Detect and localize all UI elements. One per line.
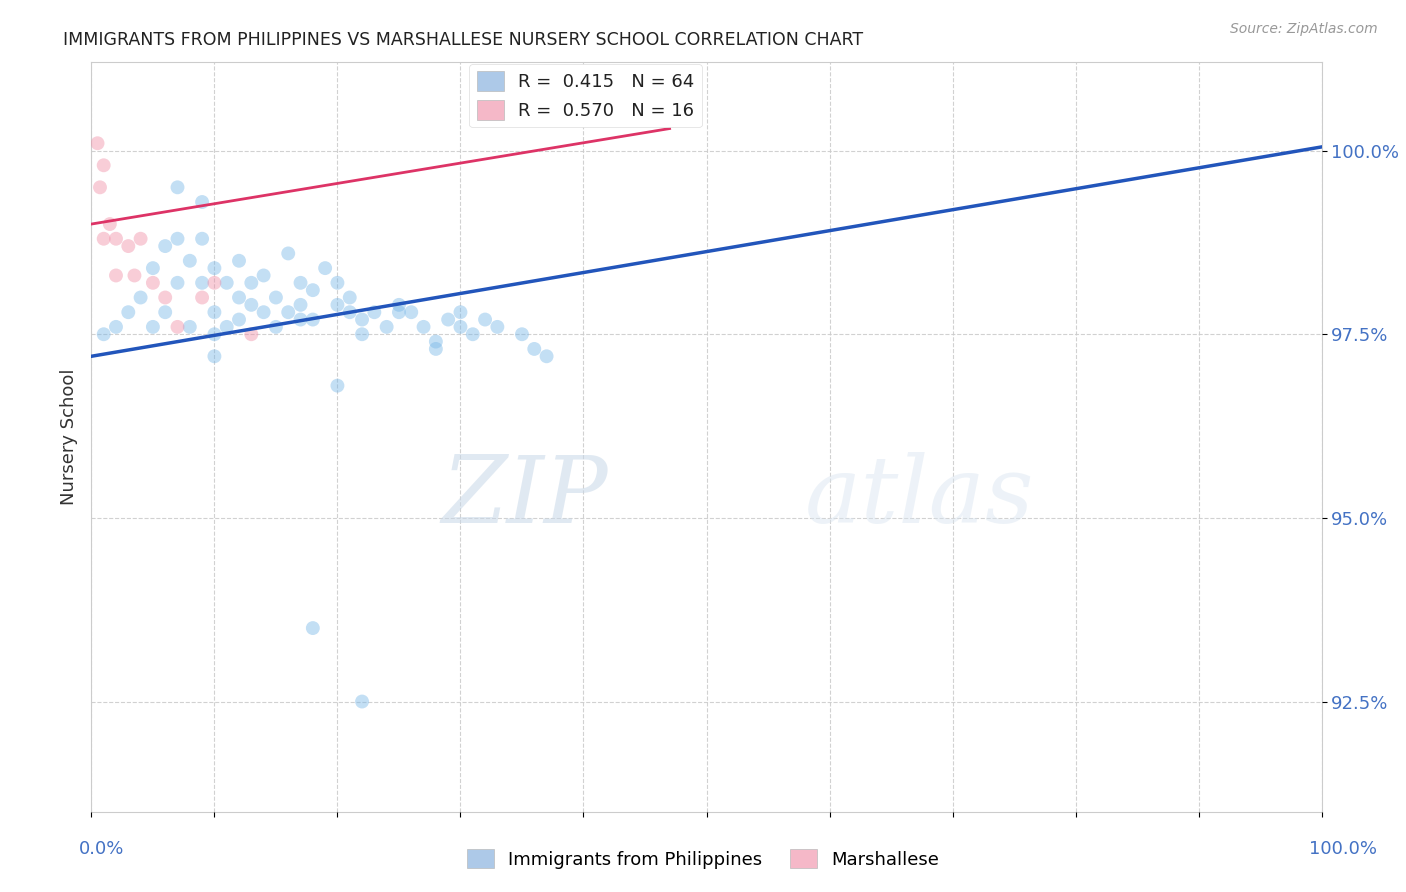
Point — [437, 312, 460, 326]
Point — [105, 268, 127, 283]
Point — [425, 334, 447, 349]
Point — [191, 194, 214, 209]
Point — [153, 239, 177, 253]
Point — [166, 276, 188, 290]
Point — [486, 319, 509, 334]
Point — [449, 319, 471, 334]
Point — [461, 327, 484, 342]
Point — [191, 276, 214, 290]
Point — [352, 694, 374, 708]
Point — [253, 305, 276, 319]
Point — [179, 253, 201, 268]
Point — [277, 246, 299, 260]
Point — [523, 342, 546, 356]
Point — [93, 158, 115, 172]
Text: atlas: atlas — [804, 452, 1035, 542]
Point — [105, 232, 127, 246]
Point — [129, 232, 152, 246]
Point — [240, 327, 263, 342]
Point — [339, 305, 361, 319]
Point — [228, 253, 250, 268]
Point — [474, 312, 496, 326]
Text: 100.0%: 100.0% — [1309, 840, 1376, 858]
Point — [202, 261, 225, 276]
Point — [202, 305, 225, 319]
Point — [399, 305, 422, 319]
Point — [202, 349, 225, 363]
Point — [326, 276, 349, 290]
Legend: Immigrants from Philippines, Marshallese: Immigrants from Philippines, Marshallese — [460, 842, 946, 876]
Point — [166, 180, 188, 194]
Text: IMMIGRANTS FROM PHILIPPINES VS MARSHALLESE NURSERY SCHOOL CORRELATION CHART: IMMIGRANTS FROM PHILIPPINES VS MARSHALLE… — [63, 31, 863, 49]
Point — [105, 319, 127, 334]
Point — [117, 239, 139, 253]
Point — [326, 378, 349, 392]
Point — [142, 276, 165, 290]
Point — [326, 298, 349, 312]
Point — [388, 298, 411, 312]
Point — [253, 268, 276, 283]
Point — [129, 291, 152, 305]
Point — [449, 305, 471, 319]
Point — [117, 305, 139, 319]
Point — [290, 298, 312, 312]
Point — [536, 349, 558, 363]
Point — [98, 217, 121, 231]
Point — [215, 276, 238, 290]
Point — [388, 305, 411, 319]
Point — [89, 180, 111, 194]
Point — [264, 291, 287, 305]
Point — [93, 327, 115, 342]
Point — [339, 291, 361, 305]
Point — [375, 319, 398, 334]
Point — [191, 291, 214, 305]
Point — [166, 319, 188, 334]
Point — [352, 327, 374, 342]
Point — [191, 232, 214, 246]
Point — [264, 319, 287, 334]
Point — [425, 342, 447, 356]
Point — [412, 319, 434, 334]
Point — [142, 261, 165, 276]
Point — [179, 319, 201, 334]
Point — [215, 319, 238, 334]
Point — [86, 136, 108, 151]
Point — [301, 283, 323, 297]
Point — [352, 312, 374, 326]
Point — [363, 305, 385, 319]
Point — [166, 232, 188, 246]
Point — [240, 276, 263, 290]
Point — [510, 327, 533, 342]
Point — [301, 621, 323, 635]
Text: 0.0%: 0.0% — [79, 840, 124, 858]
Point — [228, 291, 250, 305]
Point — [202, 327, 225, 342]
Point — [93, 232, 115, 246]
Point — [202, 276, 225, 290]
Point — [277, 305, 299, 319]
Legend: R =  0.415   N = 64, R =  0.570   N = 16: R = 0.415 N = 64, R = 0.570 N = 16 — [470, 64, 702, 128]
Point — [228, 312, 250, 326]
Point — [314, 261, 336, 276]
Point — [290, 312, 312, 326]
Point — [301, 312, 323, 326]
Point — [290, 276, 312, 290]
Text: ZIP: ZIP — [441, 452, 607, 542]
Point — [240, 298, 263, 312]
Text: Source: ZipAtlas.com: Source: ZipAtlas.com — [1230, 22, 1378, 37]
Point — [124, 268, 146, 283]
Y-axis label: Nursery School: Nursery School — [59, 368, 77, 506]
Point — [153, 291, 177, 305]
Point — [153, 305, 177, 319]
Point — [142, 319, 165, 334]
